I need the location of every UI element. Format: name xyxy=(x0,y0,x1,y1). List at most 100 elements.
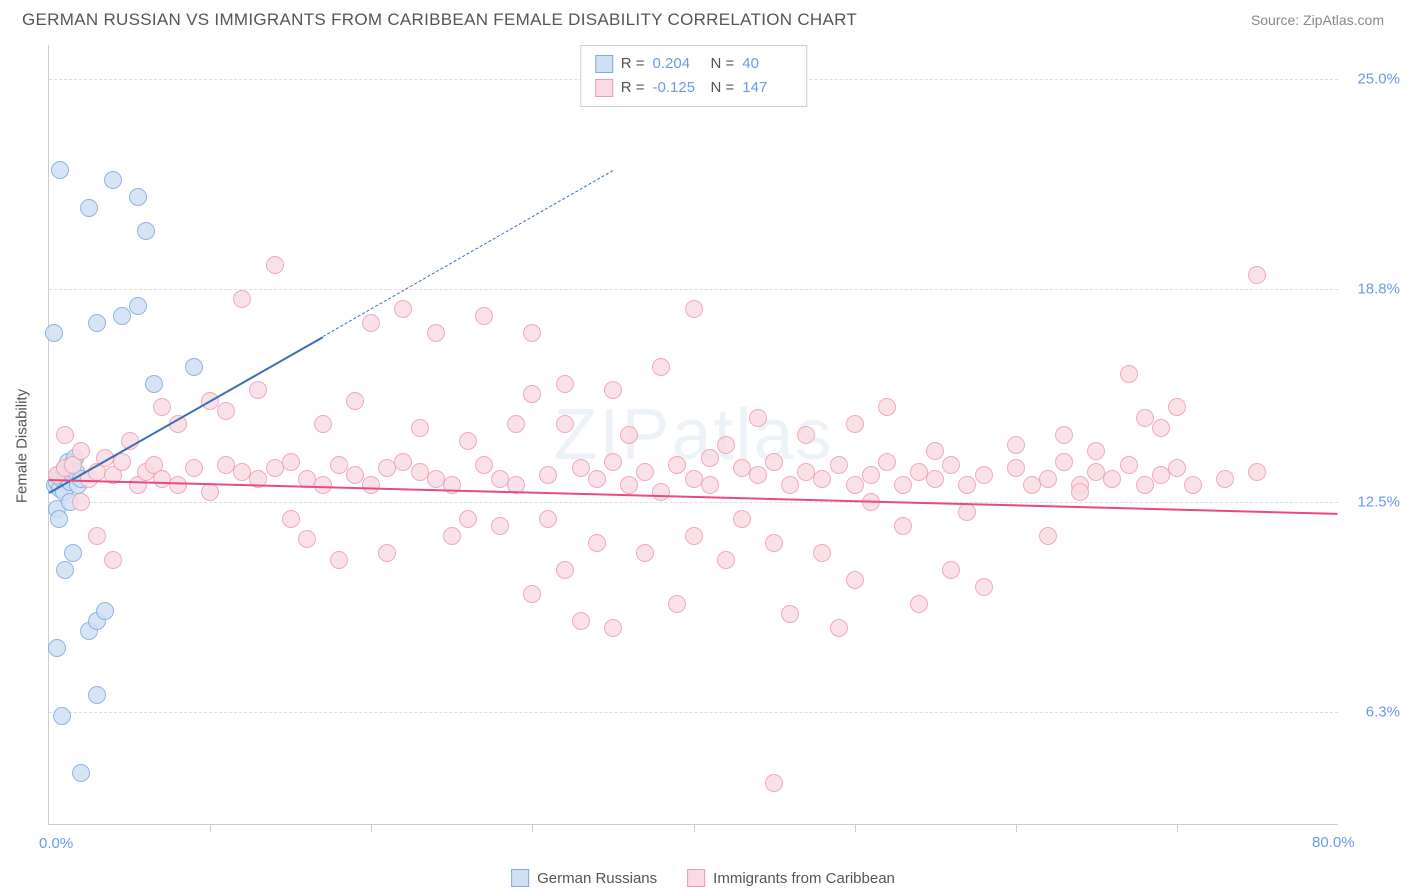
data-point-caribbean xyxy=(781,605,799,623)
data-point-caribbean xyxy=(1039,527,1057,545)
data-point-caribbean xyxy=(507,415,525,433)
data-point-caribbean xyxy=(314,415,332,433)
data-point-caribbean xyxy=(378,544,396,562)
data-point-german_russians xyxy=(45,324,63,342)
data-point-caribbean xyxy=(1136,409,1154,427)
data-point-caribbean xyxy=(846,415,864,433)
data-point-caribbean xyxy=(443,527,461,545)
data-point-caribbean xyxy=(233,290,251,308)
data-point-caribbean xyxy=(362,476,380,494)
data-point-caribbean xyxy=(894,517,912,535)
data-point-caribbean xyxy=(749,409,767,427)
data-point-caribbean xyxy=(942,561,960,579)
data-point-caribbean xyxy=(813,470,831,488)
legend-n-label: N = xyxy=(711,76,735,100)
data-point-caribbean xyxy=(523,385,541,403)
data-point-caribbean xyxy=(282,510,300,528)
source-attribution: Source: ZipAtlas.com xyxy=(1251,12,1384,28)
data-point-caribbean xyxy=(830,619,848,637)
data-point-caribbean xyxy=(539,510,557,528)
data-point-caribbean xyxy=(588,534,606,552)
data-point-caribbean xyxy=(862,466,880,484)
data-point-caribbean xyxy=(330,456,348,474)
data-point-german_russians xyxy=(48,639,66,657)
data-point-german_russians xyxy=(129,188,147,206)
data-point-german_russians xyxy=(137,222,155,240)
data-point-caribbean xyxy=(604,453,622,471)
data-point-caribbean xyxy=(523,585,541,603)
legend-item-caribbean: Immigrants from Caribbean xyxy=(687,869,895,887)
data-point-caribbean xyxy=(1007,459,1025,477)
data-point-caribbean xyxy=(958,503,976,521)
data-point-caribbean xyxy=(1103,470,1121,488)
watermark-text: ZIPatlas xyxy=(553,394,833,476)
data-point-caribbean xyxy=(620,476,638,494)
y-tick-label: 18.8% xyxy=(1345,280,1400,297)
data-point-caribbean xyxy=(846,476,864,494)
data-point-caribbean xyxy=(1039,470,1057,488)
data-point-caribbean xyxy=(427,324,445,342)
data-point-caribbean xyxy=(1152,419,1170,437)
data-point-caribbean xyxy=(910,595,928,613)
data-point-caribbean xyxy=(685,527,703,545)
data-point-caribbean xyxy=(652,483,670,501)
trendline-extrapolated xyxy=(323,170,614,337)
data-point-caribbean xyxy=(572,612,590,630)
data-point-caribbean xyxy=(249,381,267,399)
legend-swatch xyxy=(595,55,613,73)
legend-row-caribbean: R =-0.125N =147 xyxy=(595,76,793,100)
data-point-caribbean xyxy=(668,456,686,474)
legend-series-label: German Russians xyxy=(537,870,657,887)
data-point-caribbean xyxy=(56,426,74,444)
data-point-caribbean xyxy=(1120,365,1138,383)
data-point-caribbean xyxy=(475,307,493,325)
data-point-caribbean xyxy=(1071,483,1089,501)
data-point-german_russians xyxy=(50,510,68,528)
data-point-caribbean xyxy=(104,551,122,569)
legend-series-label: Immigrants from Caribbean xyxy=(713,870,895,887)
data-point-caribbean xyxy=(346,466,364,484)
y-axis-label: Female Disability xyxy=(14,389,31,503)
data-point-german_russians xyxy=(72,764,90,782)
data-point-caribbean xyxy=(266,256,284,274)
data-point-caribbean xyxy=(523,324,541,342)
y-tick-label: 25.0% xyxy=(1345,70,1400,87)
gridline-horizontal xyxy=(49,502,1338,503)
data-point-caribbean xyxy=(217,402,235,420)
legend-item-german_russians: German Russians xyxy=(511,869,657,887)
correlation-legend: R =0.204N =40R =-0.125N =147 xyxy=(580,45,808,107)
data-point-caribbean xyxy=(846,571,864,589)
data-point-german_russians xyxy=(129,297,147,315)
data-point-caribbean xyxy=(475,456,493,474)
data-point-caribbean xyxy=(652,358,670,376)
data-point-caribbean xyxy=(604,619,622,637)
gridline-horizontal xyxy=(49,712,1338,713)
data-point-caribbean xyxy=(572,459,590,477)
scatter-plot-area: ZIPatlas 0.0% 6.3%12.5%18.8%25.0%R =0.20… xyxy=(48,45,1338,825)
data-point-german_russians xyxy=(104,171,122,189)
data-point-caribbean xyxy=(685,300,703,318)
data-point-caribbean xyxy=(878,453,896,471)
data-point-caribbean xyxy=(1248,463,1266,481)
data-point-caribbean xyxy=(926,442,944,460)
data-point-caribbean xyxy=(958,476,976,494)
legend-r-label: R = xyxy=(621,76,645,100)
data-point-german_russians xyxy=(88,314,106,332)
data-point-caribbean xyxy=(797,426,815,444)
data-point-caribbean xyxy=(1120,456,1138,474)
source-link[interactable]: ZipAtlas.com xyxy=(1303,12,1384,28)
x-tick xyxy=(532,824,533,832)
data-point-caribbean xyxy=(975,578,993,596)
data-point-caribbean xyxy=(701,476,719,494)
data-point-caribbean xyxy=(588,470,606,488)
y-tick-label: 12.5% xyxy=(1345,494,1400,511)
legend-r-label: R = xyxy=(621,52,645,76)
data-point-caribbean xyxy=(749,466,767,484)
data-point-caribbean xyxy=(346,392,364,410)
data-point-caribbean xyxy=(72,493,90,511)
data-point-caribbean xyxy=(394,453,412,471)
data-point-german_russians xyxy=(80,199,98,217)
x-axis-min-label: 0.0% xyxy=(39,835,73,852)
data-point-caribbean xyxy=(1055,453,1073,471)
data-point-caribbean xyxy=(604,381,622,399)
